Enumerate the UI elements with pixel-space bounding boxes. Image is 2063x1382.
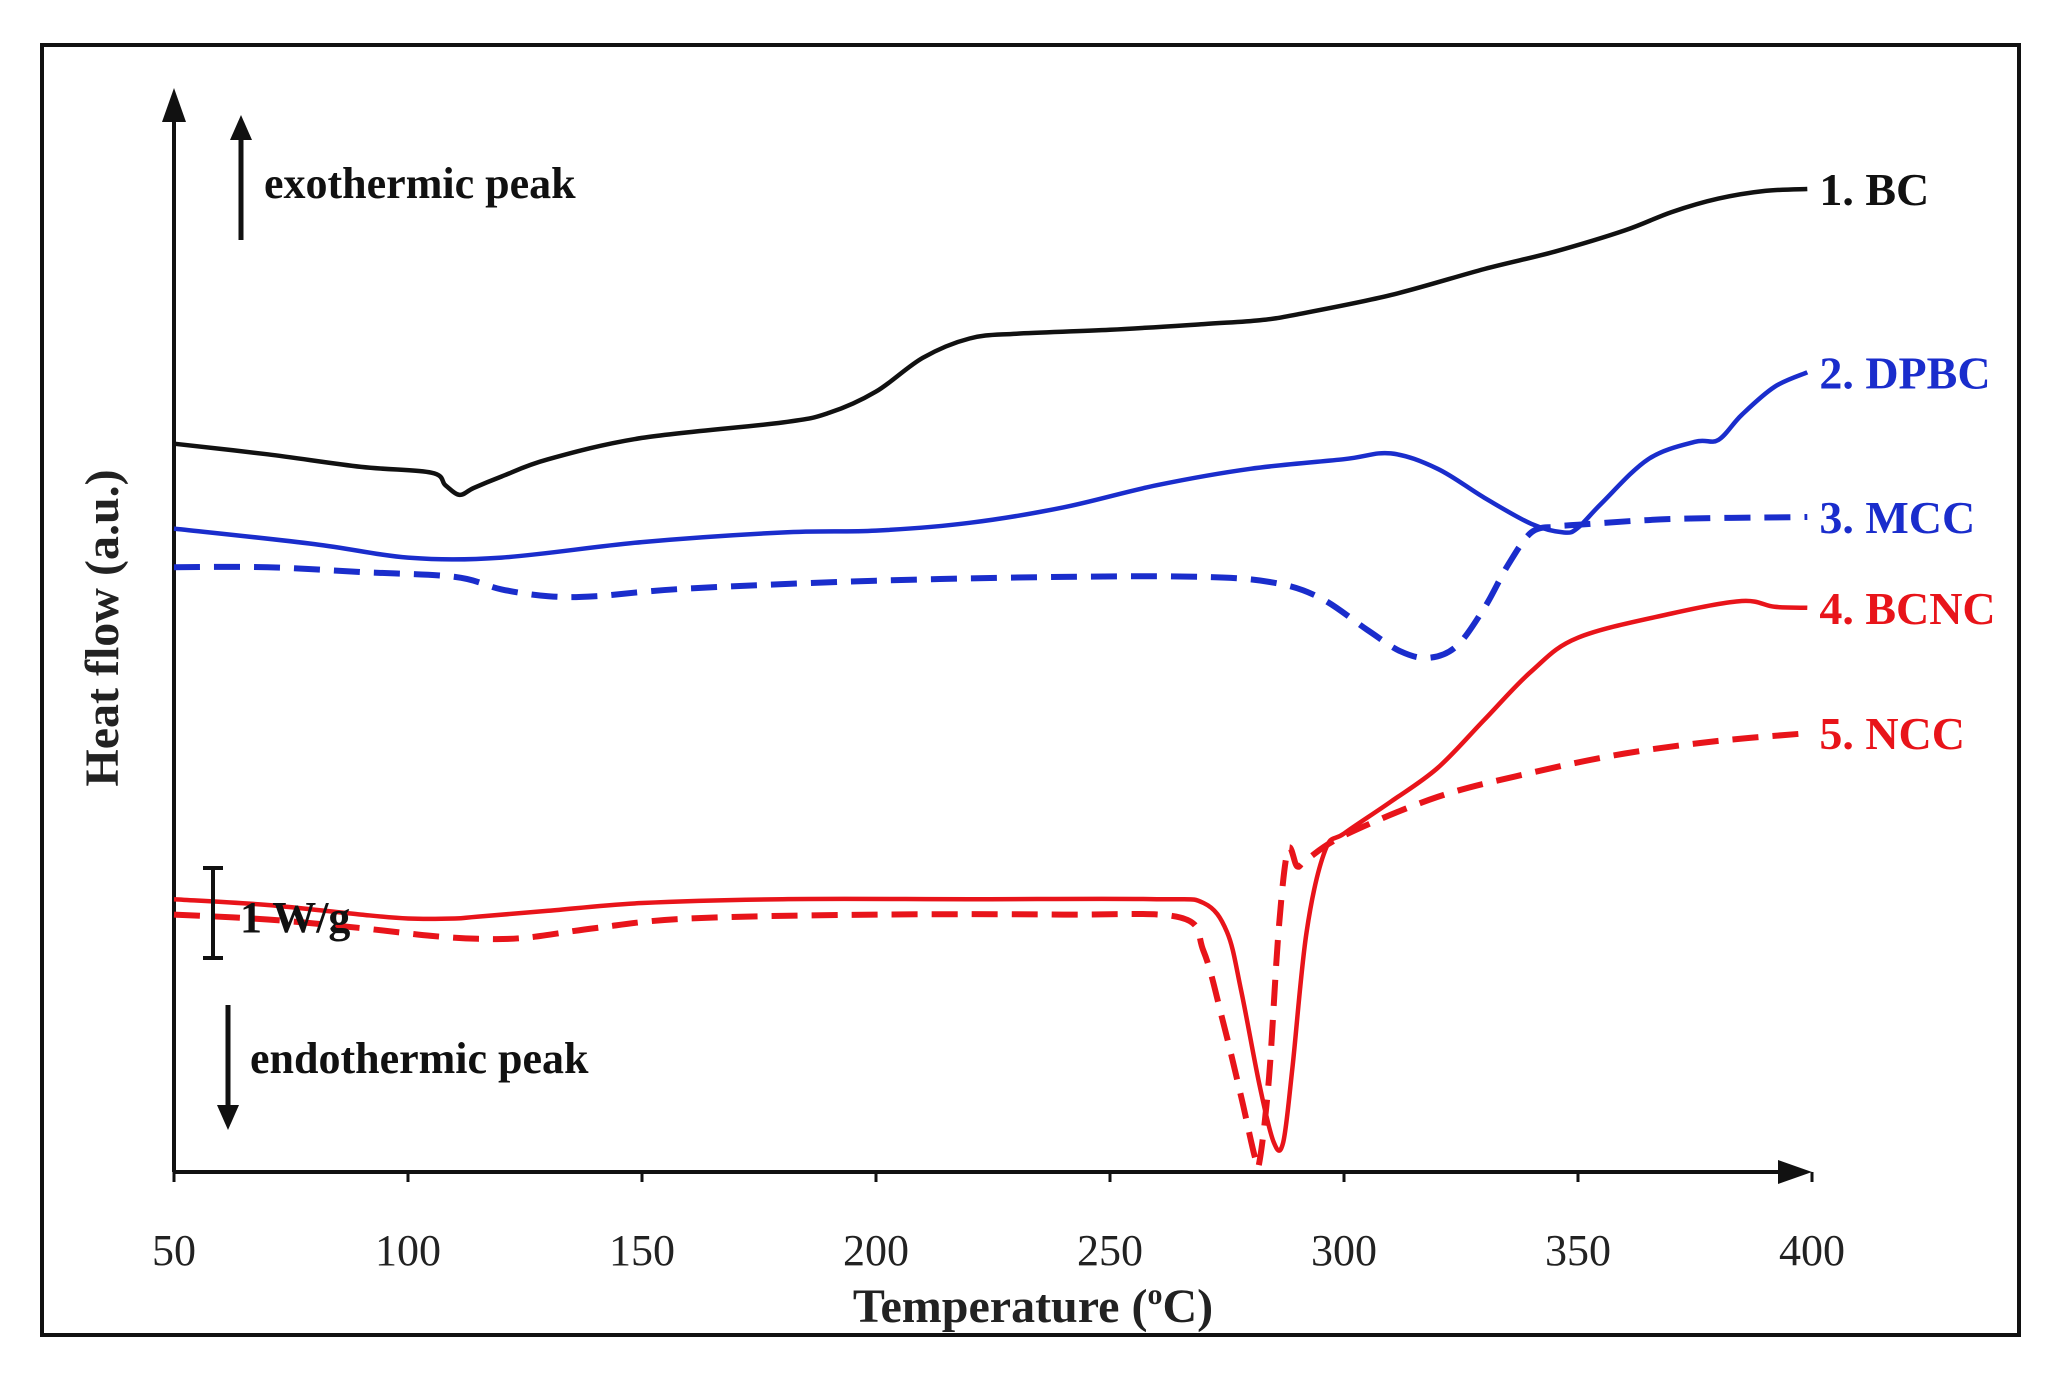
x-tick-label: 100 [375, 1226, 441, 1275]
x-ticks: 50 100 150 200 250 300 350 400 [152, 1172, 1845, 1275]
x-tick-label: 400 [1779, 1226, 1845, 1275]
x-tick-label: 50 [152, 1226, 196, 1275]
series-line-3 [173, 514, 1808, 662]
series-line-2 [173, 370, 1809, 562]
down-arrowhead-icon [217, 1105, 239, 1130]
endothermic-label: endothermic peak [250, 1034, 589, 1083]
series-label-2: 2. DPBC [1819, 347, 1990, 398]
up-arrowhead-icon [230, 115, 252, 140]
series-line-4 [173, 598, 1808, 1153]
y-axis-title: Heat flow (a.u.) [76, 469, 129, 786]
series-line-1 [173, 186, 1808, 498]
scale-bar: 1 W/g [203, 866, 350, 960]
exothermic-annotation: exothermic peak [230, 115, 576, 240]
series-label-1: 1. BC [1819, 164, 1929, 215]
series-label-4: 4. BCNC [1819, 583, 1995, 634]
x-tick-label: 250 [1077, 1226, 1143, 1275]
endothermic-annotation: endothermic peak [217, 1005, 589, 1130]
x-tick-label: 300 [1311, 1226, 1377, 1275]
series-group: 1. BC 2. DPBC 3. MCC 4. BCNC 5. NCC [173, 164, 1996, 1171]
figure-frame [40, 43, 2021, 1337]
series-label-3: 3. MCC [1819, 492, 1975, 543]
scale-bar-label: 1 W/g [240, 893, 350, 942]
series-line-5 [173, 730, 1808, 1171]
x-axis-arrowhead [1778, 1160, 1812, 1184]
exothermic-label: exothermic peak [264, 159, 576, 208]
series-label-5: 5. NCC [1819, 708, 1965, 759]
y-axis-arrowhead [162, 88, 186, 122]
x-axis-title: Temperature (oC) [853, 1278, 1213, 1333]
x-tick-label: 150 [609, 1226, 675, 1275]
x-tick-label: 350 [1545, 1226, 1611, 1275]
axes [162, 88, 1812, 1184]
x-tick-label: 200 [843, 1226, 909, 1275]
